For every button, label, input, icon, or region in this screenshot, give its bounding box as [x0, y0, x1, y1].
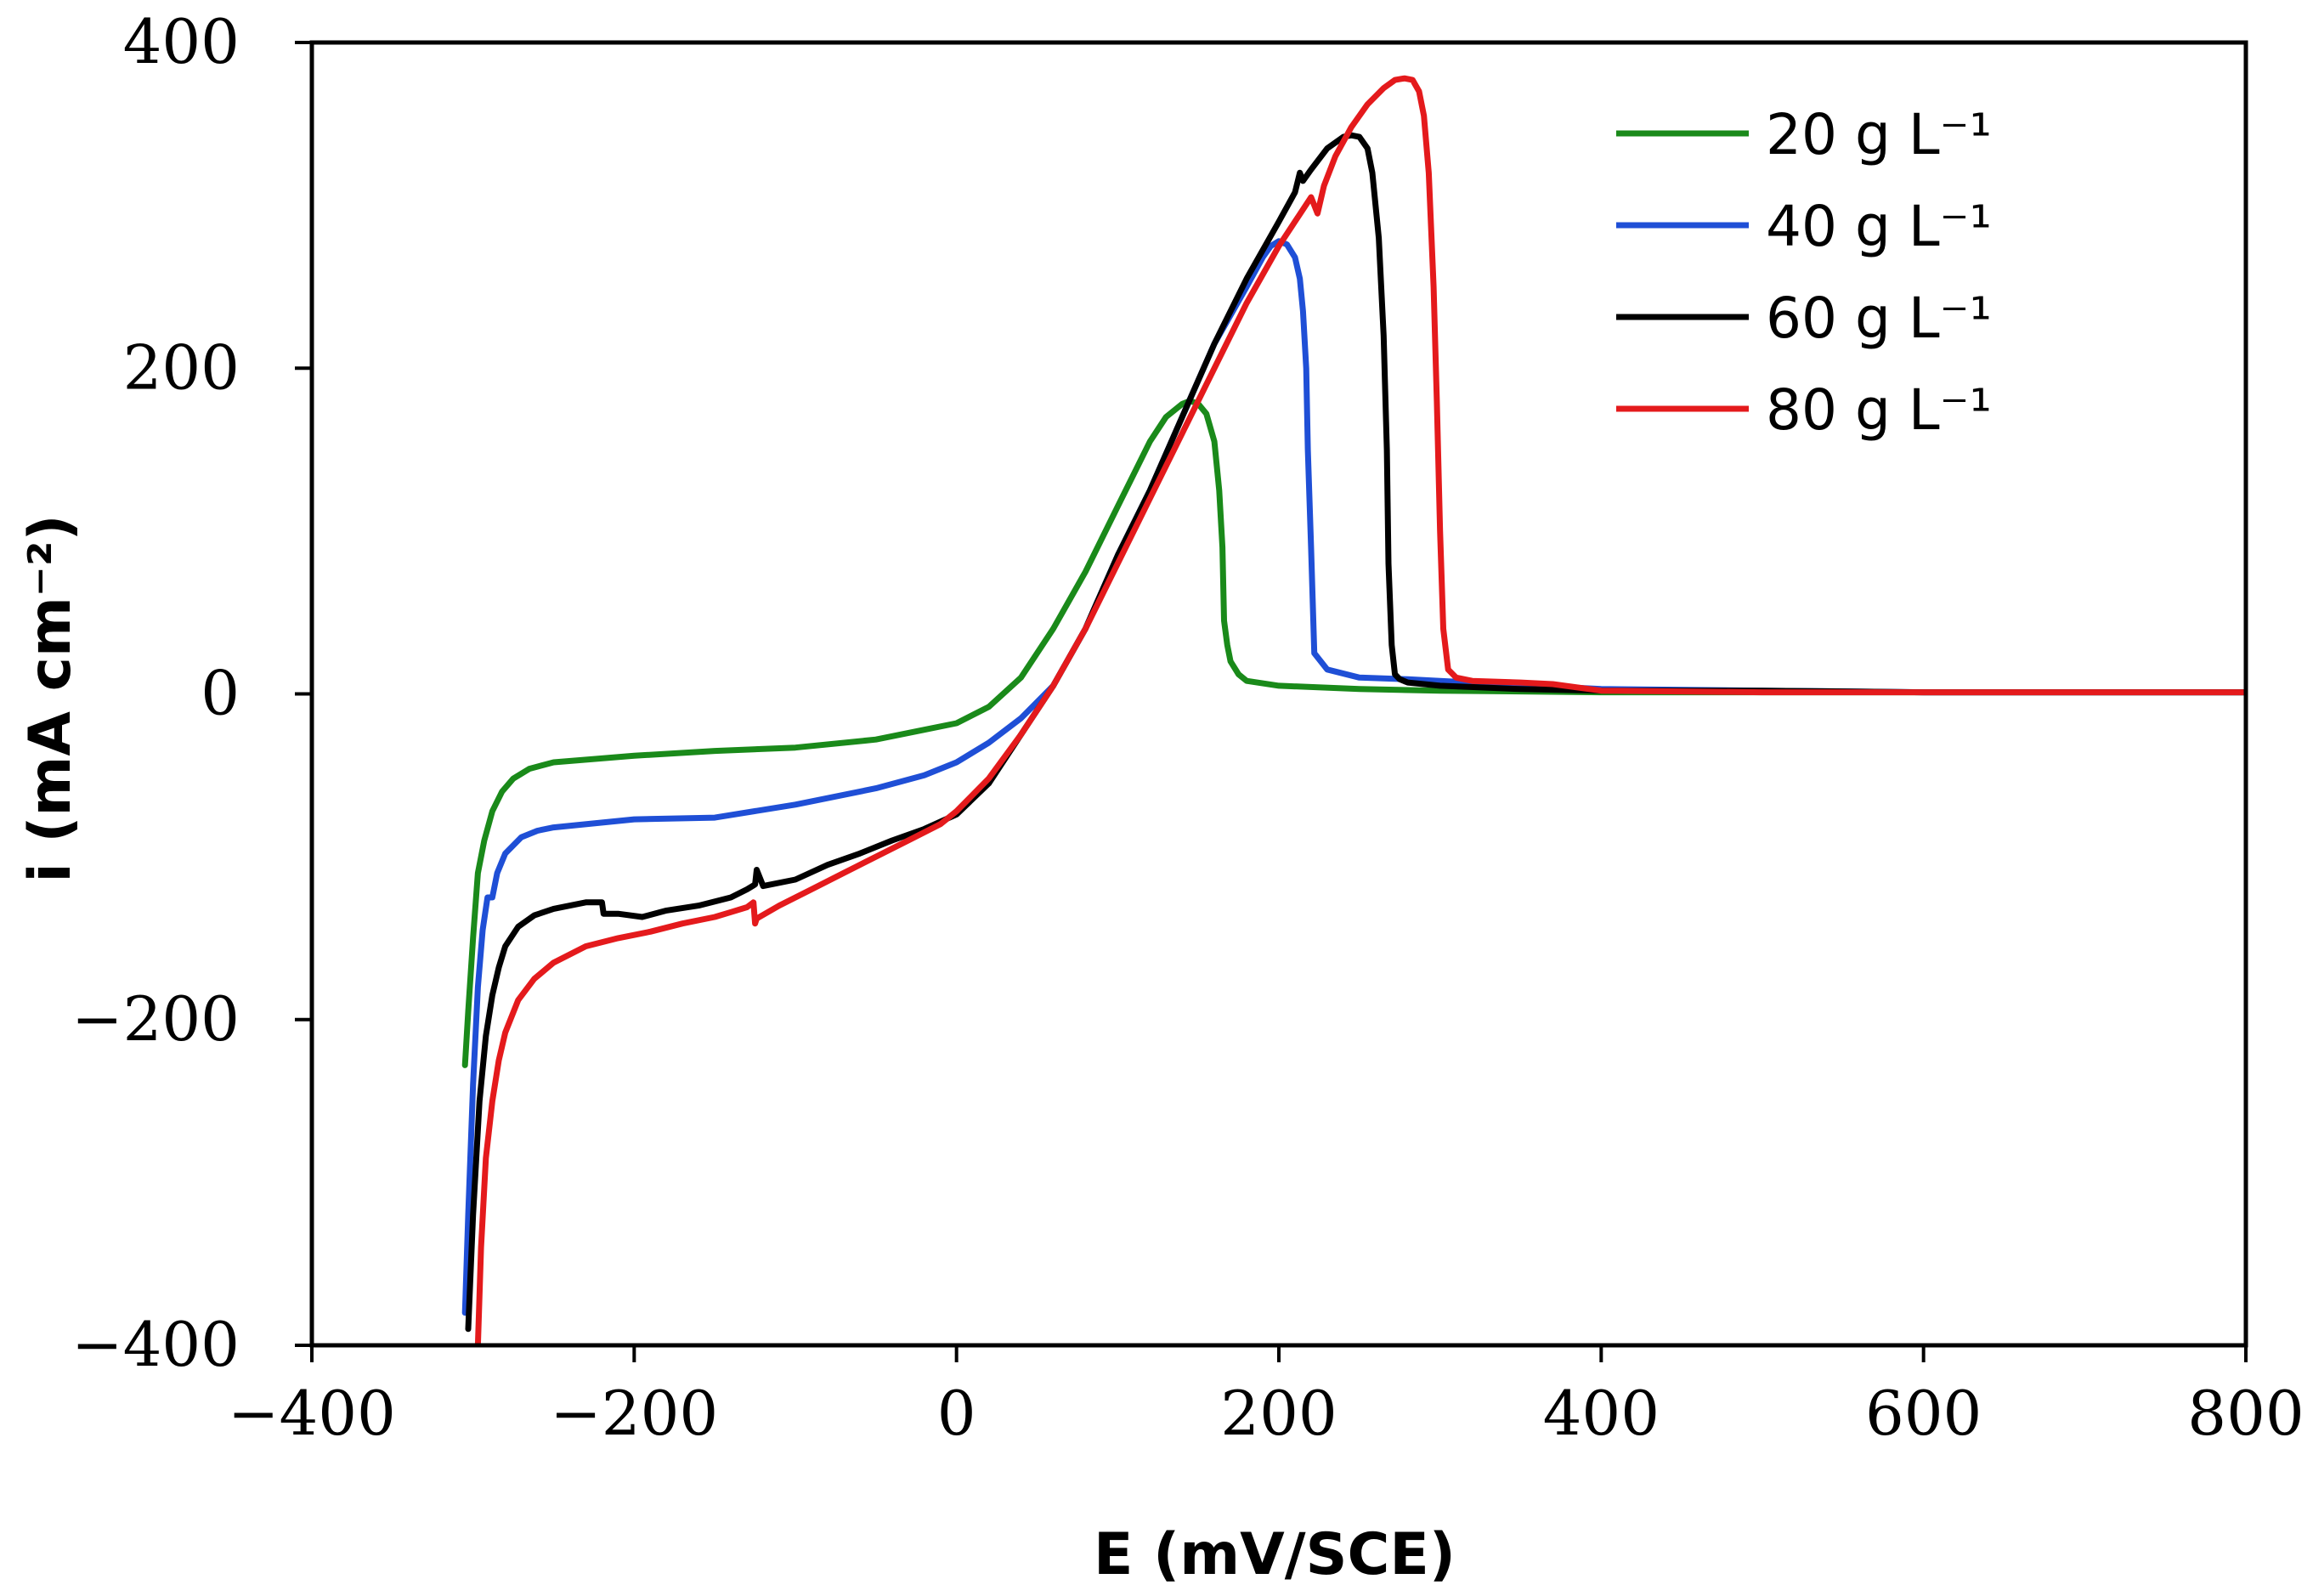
y-tick-label: 0 [201, 658, 240, 729]
legend-label: 40 g L⁻¹ [1766, 194, 1992, 259]
series-line-1 [461, 398, 2246, 1068]
y-tick-label: −400 [71, 1309, 240, 1380]
ticks: −400 −200 0 200 400 600 800 −400 −200 0 200 400 [71, 6, 2304, 1449]
x-tick-label: −200 [550, 1378, 718, 1449]
series-group [461, 75, 2246, 1345]
y-tick-label: −200 [71, 983, 240, 1055]
y-tick-label: 200 [123, 331, 240, 403]
legend-label: 60 g L⁻¹ [1766, 286, 1992, 351]
legend-label: 80 g L⁻¹ [1766, 377, 1992, 443]
x-tick-label: −400 [228, 1378, 396, 1449]
x-tick-label: 200 [1220, 1378, 1337, 1449]
legend-label: 20 g L⁻¹ [1766, 102, 1992, 167]
series-line-4 [474, 75, 2246, 1345]
x-tick-label: 600 [1865, 1378, 1982, 1449]
x-axis-title: E (mV/SCE) [1094, 1521, 1456, 1588]
plot-frame [309, 40, 2248, 1348]
y-tick-label: 400 [123, 6, 240, 77]
legend: 20 g L⁻¹ 40 g L⁻¹ 60 g L⁻¹ 80 g L⁻¹ [1616, 102, 1992, 443]
x-tick-label: 0 [937, 1378, 976, 1449]
y-axis-title: i (mA cm⁻²) [17, 514, 84, 882]
x-tick-label: 400 [1543, 1378, 1660, 1449]
x-tick-label: 800 [2187, 1378, 2304, 1449]
